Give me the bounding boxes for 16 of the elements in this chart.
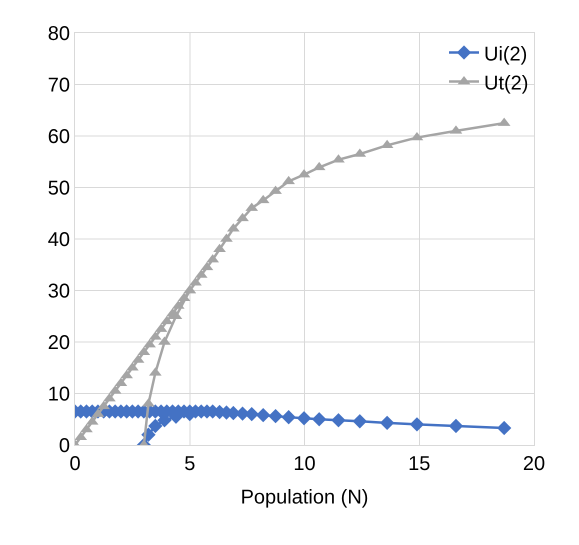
y-tick-label: 60 [48, 126, 70, 148]
y-tick-label: 20 [48, 332, 70, 354]
y-tick-label: 10 [48, 384, 70, 406]
y-tick-label: 30 [48, 280, 70, 302]
legend-label: Ui(2) [484, 43, 528, 66]
x-axis-title: Population (N) [240, 486, 368, 508]
y-tick-label: 50 [48, 178, 70, 200]
x-tick-label: 20 [522, 453, 546, 475]
y-tick-label: 70 [48, 74, 70, 96]
legend-label: Ut(2) [484, 72, 528, 94]
x-tick-label: 15 [408, 453, 430, 475]
x-tick-label: 10 [293, 453, 316, 475]
y-tick-label: 80 [48, 23, 70, 45]
y-tick-label: 0 [58, 435, 70, 457]
y-tick-label: 40 [48, 229, 70, 251]
x-tick-label: 5 [184, 453, 196, 475]
